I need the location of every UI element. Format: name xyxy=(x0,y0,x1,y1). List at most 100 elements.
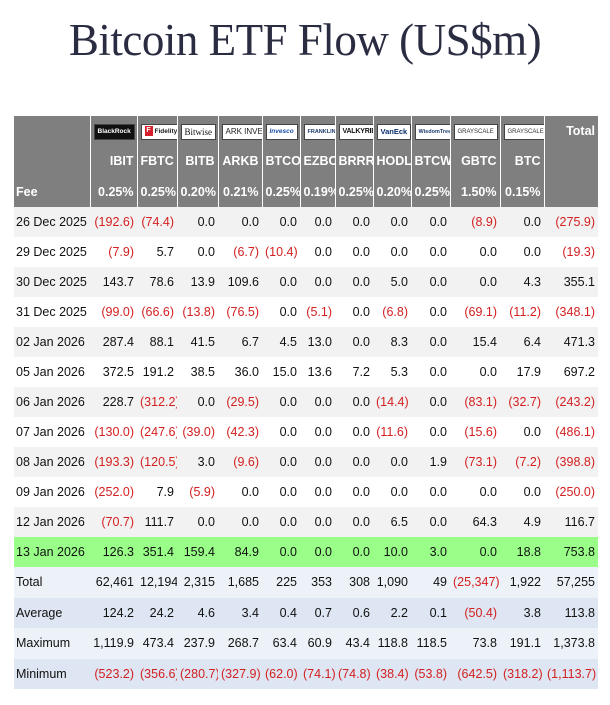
flow-value-cell: 0.0 xyxy=(479,245,497,259)
issuer-logo-cell: VALKYRIE xyxy=(334,116,373,145)
date-cell: 30 Dec 2025 xyxy=(14,267,90,297)
summary-value-cell: 0.6 xyxy=(335,597,373,628)
flow-value-cell: 0.0 xyxy=(335,327,373,357)
flow-value-cell: 0.0 xyxy=(300,507,335,537)
flow-value-cell: 0.0 xyxy=(218,507,262,537)
flow-value-cell: 6.5 xyxy=(373,507,411,537)
summary-value-cell: 118.8 xyxy=(373,628,411,659)
summary-value-cell: 473.4 xyxy=(137,628,177,659)
flow-value-cell: 0.0 xyxy=(411,507,450,537)
issuer-logo: Invesco xyxy=(265,123,298,140)
flow-value-cell: (312.2) xyxy=(137,387,177,417)
flow-value-cell: 0.0 xyxy=(262,447,300,477)
summary-value-cell: (38.4) xyxy=(373,658,411,689)
flow-value-cell: 191.2 xyxy=(142,365,174,379)
fee-cell: 0.20% xyxy=(176,176,218,207)
flow-value-cell: 13.6 xyxy=(307,365,332,379)
flow-value-cell: 0.0 xyxy=(411,207,450,237)
ticker-row: IBIT FBTC BITB ARKB BTCO EZBC BRRR HODL BTCW GBTC… xyxy=(14,145,598,176)
flow-value-cell: 0.0 xyxy=(262,507,300,537)
flow-value-cell: 0.0 xyxy=(523,425,541,439)
ticker-cell: BITB xyxy=(176,145,218,176)
summary-value-cell: (523.2) xyxy=(90,658,137,689)
ticker-cell: BRRR xyxy=(334,145,373,176)
flow-value-cell: (66.6) xyxy=(141,305,174,319)
flow-value-cell: (120.5) xyxy=(137,447,177,477)
flow-value-cell: 0.0 xyxy=(429,305,447,319)
summary-value-cell: 237.9 xyxy=(177,628,218,659)
summary-total-cell: 1,373.8 xyxy=(544,628,598,659)
fee-cell: 0.25% xyxy=(89,176,137,207)
flow-value-cell: (252.0) xyxy=(94,485,134,499)
flow-value-cell: 17.9 xyxy=(516,365,541,379)
summary-value-cell: 62,461 xyxy=(90,567,137,598)
flow-row-highlighted: 13 Jan 2026 126.3 351.4 159.4 84.9 0.0 0.0 0.0 1… xyxy=(14,537,598,567)
summary-value-cell: 1,922 xyxy=(500,567,544,598)
flow-value-cell: 41.5 xyxy=(177,327,218,357)
flow-value-cell: (130.0) xyxy=(94,425,134,439)
summary-value-cell: 191.1 xyxy=(500,628,544,659)
summary-label: Average xyxy=(14,597,90,628)
issuer-logo-cell: Invesco xyxy=(261,116,300,145)
summary-value-cell: 124.2 xyxy=(90,597,137,628)
flow-value-cell: 84.9 xyxy=(218,537,262,567)
flow-value-cell: 0.0 xyxy=(262,537,300,567)
flow-value-cell: 0.0 xyxy=(314,485,332,499)
date-cell: 26 Dec 2025 xyxy=(14,207,90,237)
fidelity-logo-mark: F xyxy=(144,125,153,136)
flow-value-cell: 15.0 xyxy=(272,365,297,379)
flow-value-cell: 0.0 xyxy=(373,447,411,477)
flow-value-cell: 0.0 xyxy=(300,447,335,477)
flow-value-cell: 6.7 xyxy=(218,327,262,357)
summary-value-cell: 24.2 xyxy=(137,597,177,628)
summary-value-cell: 60.9 xyxy=(300,628,335,659)
flow-value-cell: 228.7 xyxy=(90,387,137,417)
fee-cell: 0.20% xyxy=(372,176,411,207)
flow-row: 06 Jan 2026 228.7 (312.2) 0.0 (29.5) 0.0 0.0 0.… xyxy=(14,387,598,417)
flow-value-cell: (42.3) xyxy=(226,425,259,439)
total-column-header: Total xyxy=(543,116,598,145)
ticker-cell: IBIT xyxy=(89,145,137,176)
flow-total-cell: 697.2 xyxy=(563,365,595,379)
flow-value-cell: 0.0 xyxy=(352,245,370,259)
issuer-logo: F Fidelity xyxy=(140,123,177,140)
flow-value-cell: (192.6) xyxy=(90,207,137,237)
summary-value-cell: (318.2) xyxy=(500,658,544,689)
flow-total-cell: 753.8 xyxy=(544,537,598,567)
summary-value-cell: 308 xyxy=(335,567,373,598)
flow-value-cell: 0.0 xyxy=(335,387,373,417)
date-cell: 08 Jan 2026 xyxy=(14,447,90,477)
flow-value-cell: 0.0 xyxy=(241,485,259,499)
flow-value-cell: 1.9 xyxy=(411,447,450,477)
flow-value-cell: (6.7) xyxy=(233,245,259,259)
flow-total-cell: (275.9) xyxy=(544,207,598,237)
summary-value-cell: 73.8 xyxy=(450,628,500,659)
flow-value-cell: (32.7) xyxy=(500,387,544,417)
fee-cell: 0.25% xyxy=(410,176,450,207)
flow-total-cell: (243.2) xyxy=(544,387,598,417)
summary-value-cell: 225 xyxy=(262,567,300,598)
flow-value-cell: 0.0 xyxy=(411,387,450,417)
flow-value-cell: 0.0 xyxy=(390,245,408,259)
summary-row: Total 62,461 12,194 2,315 1,685 225 353 308 1,09… xyxy=(14,567,598,598)
flow-value-cell: 0.0 xyxy=(262,207,300,237)
flow-value-cell: 15.4 xyxy=(450,327,500,357)
flow-row: 09 Jan 2026 (252.0) 7.9 (5.9) 0.0 0.0 0.0 0.0 0.… xyxy=(14,477,598,507)
flow-value-cell: 0.0 xyxy=(450,267,500,297)
date-cell: 29 Dec 2025 xyxy=(16,245,87,259)
flow-value-cell: (11.2) xyxy=(509,305,541,319)
flow-value-cell: 0.0 xyxy=(262,267,300,297)
issuer-logo-cell: GRAYSCALE xyxy=(499,116,544,145)
flow-value-cell: 13.9 xyxy=(177,267,218,297)
flow-value-cell: 0.0 xyxy=(177,507,218,537)
summary-value-cell: 353 xyxy=(300,567,335,598)
flow-value-cell: (5.1) xyxy=(306,305,332,319)
issuer-logo: VanEck xyxy=(376,123,411,140)
date-cell: 02 Jan 2026 xyxy=(14,327,90,357)
date-cell: 09 Jan 2026 xyxy=(16,485,85,499)
flow-total-cell: (486.1) xyxy=(555,425,595,439)
issuer-logo-cell: FRANKLIN TEMPLETON xyxy=(299,116,335,145)
flow-value-cell: 0.0 xyxy=(429,365,447,379)
flow-row: 29 Dec 2025 (7.9) 5.7 0.0 (6.7) (10.4) 0.0 0.0 0… xyxy=(14,237,598,267)
flow-value-cell: 0.0 xyxy=(390,485,408,499)
